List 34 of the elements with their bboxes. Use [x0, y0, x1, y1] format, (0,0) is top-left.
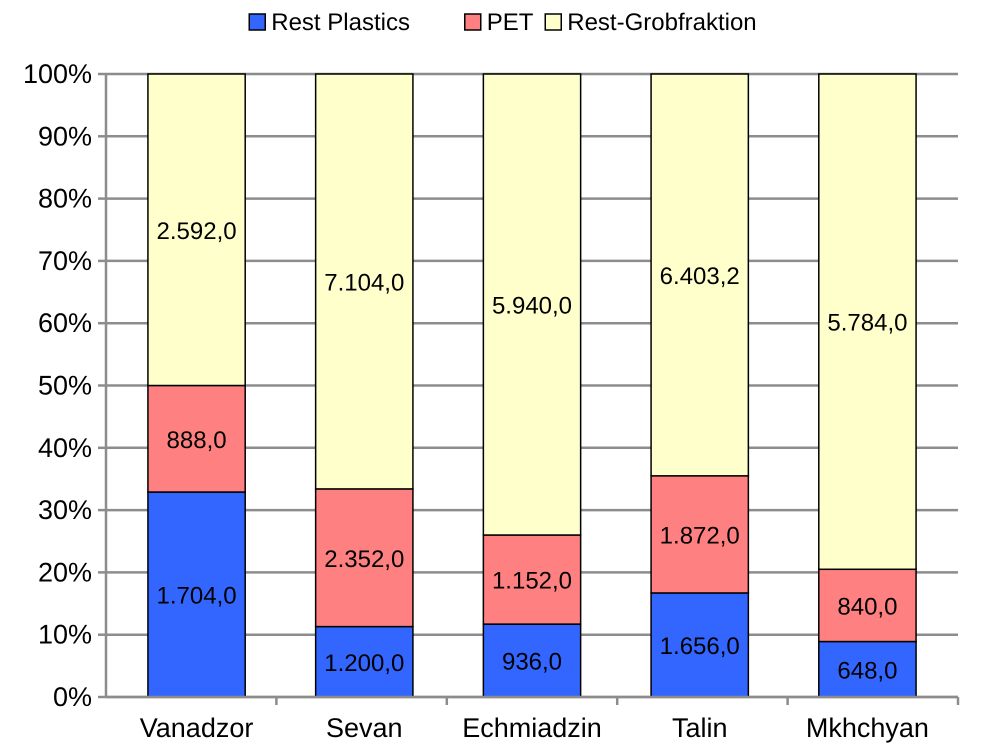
annotation: 2.352,0	[324, 546, 404, 573]
y-tick-label: 90%	[38, 121, 92, 152]
annotation: 1.704,0	[156, 582, 237, 610]
legend-label: Rest-Grobfraktion	[567, 9, 757, 36]
x-tick-label: Sevan	[326, 713, 403, 743]
y-tick-label: 10%	[38, 620, 92, 650]
y-tick-label: 100%	[22, 59, 92, 89]
y-tick-label: 20%	[38, 557, 92, 588]
x-tick-label: Mkhchyan	[806, 713, 929, 743]
annotation: 1.872,0	[660, 522, 740, 550]
legend-label: Rest Plastics	[271, 9, 410, 36]
x-tick-label: Vanadzor	[140, 713, 254, 743]
y-tick-label: 50%	[38, 370, 92, 400]
y-tick-label: 80%	[38, 184, 92, 214]
annotation: 1.152,0	[492, 568, 572, 595]
y-tick-label: 60%	[38, 308, 92, 338]
annotation: 5.940,0	[492, 292, 572, 320]
y-tick-label: 30%	[38, 495, 92, 526]
y-tick-label: 70%	[38, 246, 92, 276]
legend-label: PET	[486, 9, 534, 36]
y-tick-label: 0%	[52, 682, 92, 712]
annotation: 840,0	[837, 593, 898, 620]
annotation: 1.656,0	[660, 632, 740, 660]
annotation: 888,0	[166, 426, 227, 454]
annotation: 6.403,2	[660, 262, 740, 290]
annotation: 2.592,0	[156, 218, 237, 245]
annotation: 1.200,0	[324, 650, 404, 677]
annotation: 936,0	[502, 648, 562, 676]
x-tick-label: Talin	[672, 713, 728, 743]
y-tick-label: 40%	[38, 432, 92, 463]
annotation: 5.784,0	[827, 310, 908, 337]
annotation: 7.104,0	[324, 269, 404, 296]
x-tick-label: Echmiadzin	[462, 713, 602, 743]
annotation: 648,0	[837, 657, 898, 684]
